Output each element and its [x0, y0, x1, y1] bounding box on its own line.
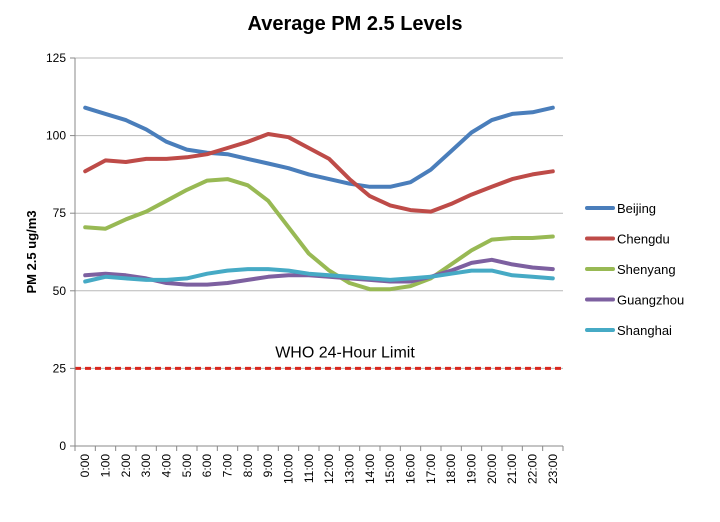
x-tick-label: 8:00: [241, 454, 255, 478]
x-tick-label: 15:00: [383, 454, 397, 484]
chart-title: Average PM 2.5 Levels: [248, 13, 463, 35]
axes: 0 25 50 75 100 125 0:00 1:00 2:00 3:00 4:00 5:00 6:0…: [46, 51, 564, 484]
x-tick-label: 10:00: [282, 454, 296, 484]
legend-label-chengdu: Chengdu: [617, 232, 670, 247]
x-tick-label: 23:00: [546, 454, 560, 484]
x-tick-label: 9:00: [261, 454, 275, 478]
reference-line-group: WHO 24-Hour Limit: [75, 344, 563, 370]
y-axis-label: PM 2.5 ug/m3: [24, 210, 39, 293]
y-tick-label: 75: [53, 206, 67, 220]
series-line-shenyang: [83, 177, 555, 292]
legend-label-beijing: Beijing: [617, 201, 656, 216]
gridlines: [75, 57, 563, 369]
x-tick-label: 0:00: [78, 454, 92, 478]
series-line-chengdu: [83, 132, 555, 214]
x-tick-label: 4:00: [160, 454, 174, 478]
series-lines: [83, 105, 555, 292]
x-tick-label: 17:00: [424, 454, 438, 484]
x-tick-label: 22:00: [526, 454, 540, 484]
legend-label-shanghai: Shanghai: [617, 323, 672, 338]
y-tick-label: 25: [53, 361, 67, 375]
series-line-shanghai: [83, 267, 555, 284]
x-tick-label: 12:00: [322, 454, 336, 484]
x-tick-label: 7:00: [221, 454, 235, 478]
x-tick-label: 18:00: [444, 454, 458, 484]
who-limit-label: WHO 24-Hour Limit: [275, 344, 415, 361]
y-tick-label: 0: [59, 439, 66, 453]
series-line-beijing: [83, 105, 555, 189]
x-tick-label: 16:00: [404, 454, 418, 484]
y-tick-label: 100: [46, 129, 66, 143]
x-tick-label: 1:00: [99, 454, 113, 478]
legend-label-guangzhou: Guangzhou: [617, 293, 684, 308]
x-tick-label: 19:00: [465, 454, 479, 484]
x-tick-label: 20:00: [485, 454, 499, 484]
x-tick-label: 3:00: [139, 454, 153, 478]
x-tick-label: 6:00: [200, 454, 214, 478]
legend-label-shenyang: Shenyang: [617, 262, 676, 277]
legend: Beijing Chengdu Shenyang Guangzhou Shanghai: [585, 201, 684, 338]
x-tick-label: 2:00: [119, 454, 133, 478]
y-tick-label: 50: [53, 284, 67, 298]
x-tick-label: 21:00: [505, 454, 519, 484]
x-tick-label: 13:00: [343, 454, 357, 484]
x-tick-label: 11:00: [302, 454, 316, 483]
x-tick-label: 14:00: [363, 454, 377, 484]
y-tick-label: 125: [46, 51, 66, 65]
x-tick-label: 5:00: [180, 454, 194, 478]
